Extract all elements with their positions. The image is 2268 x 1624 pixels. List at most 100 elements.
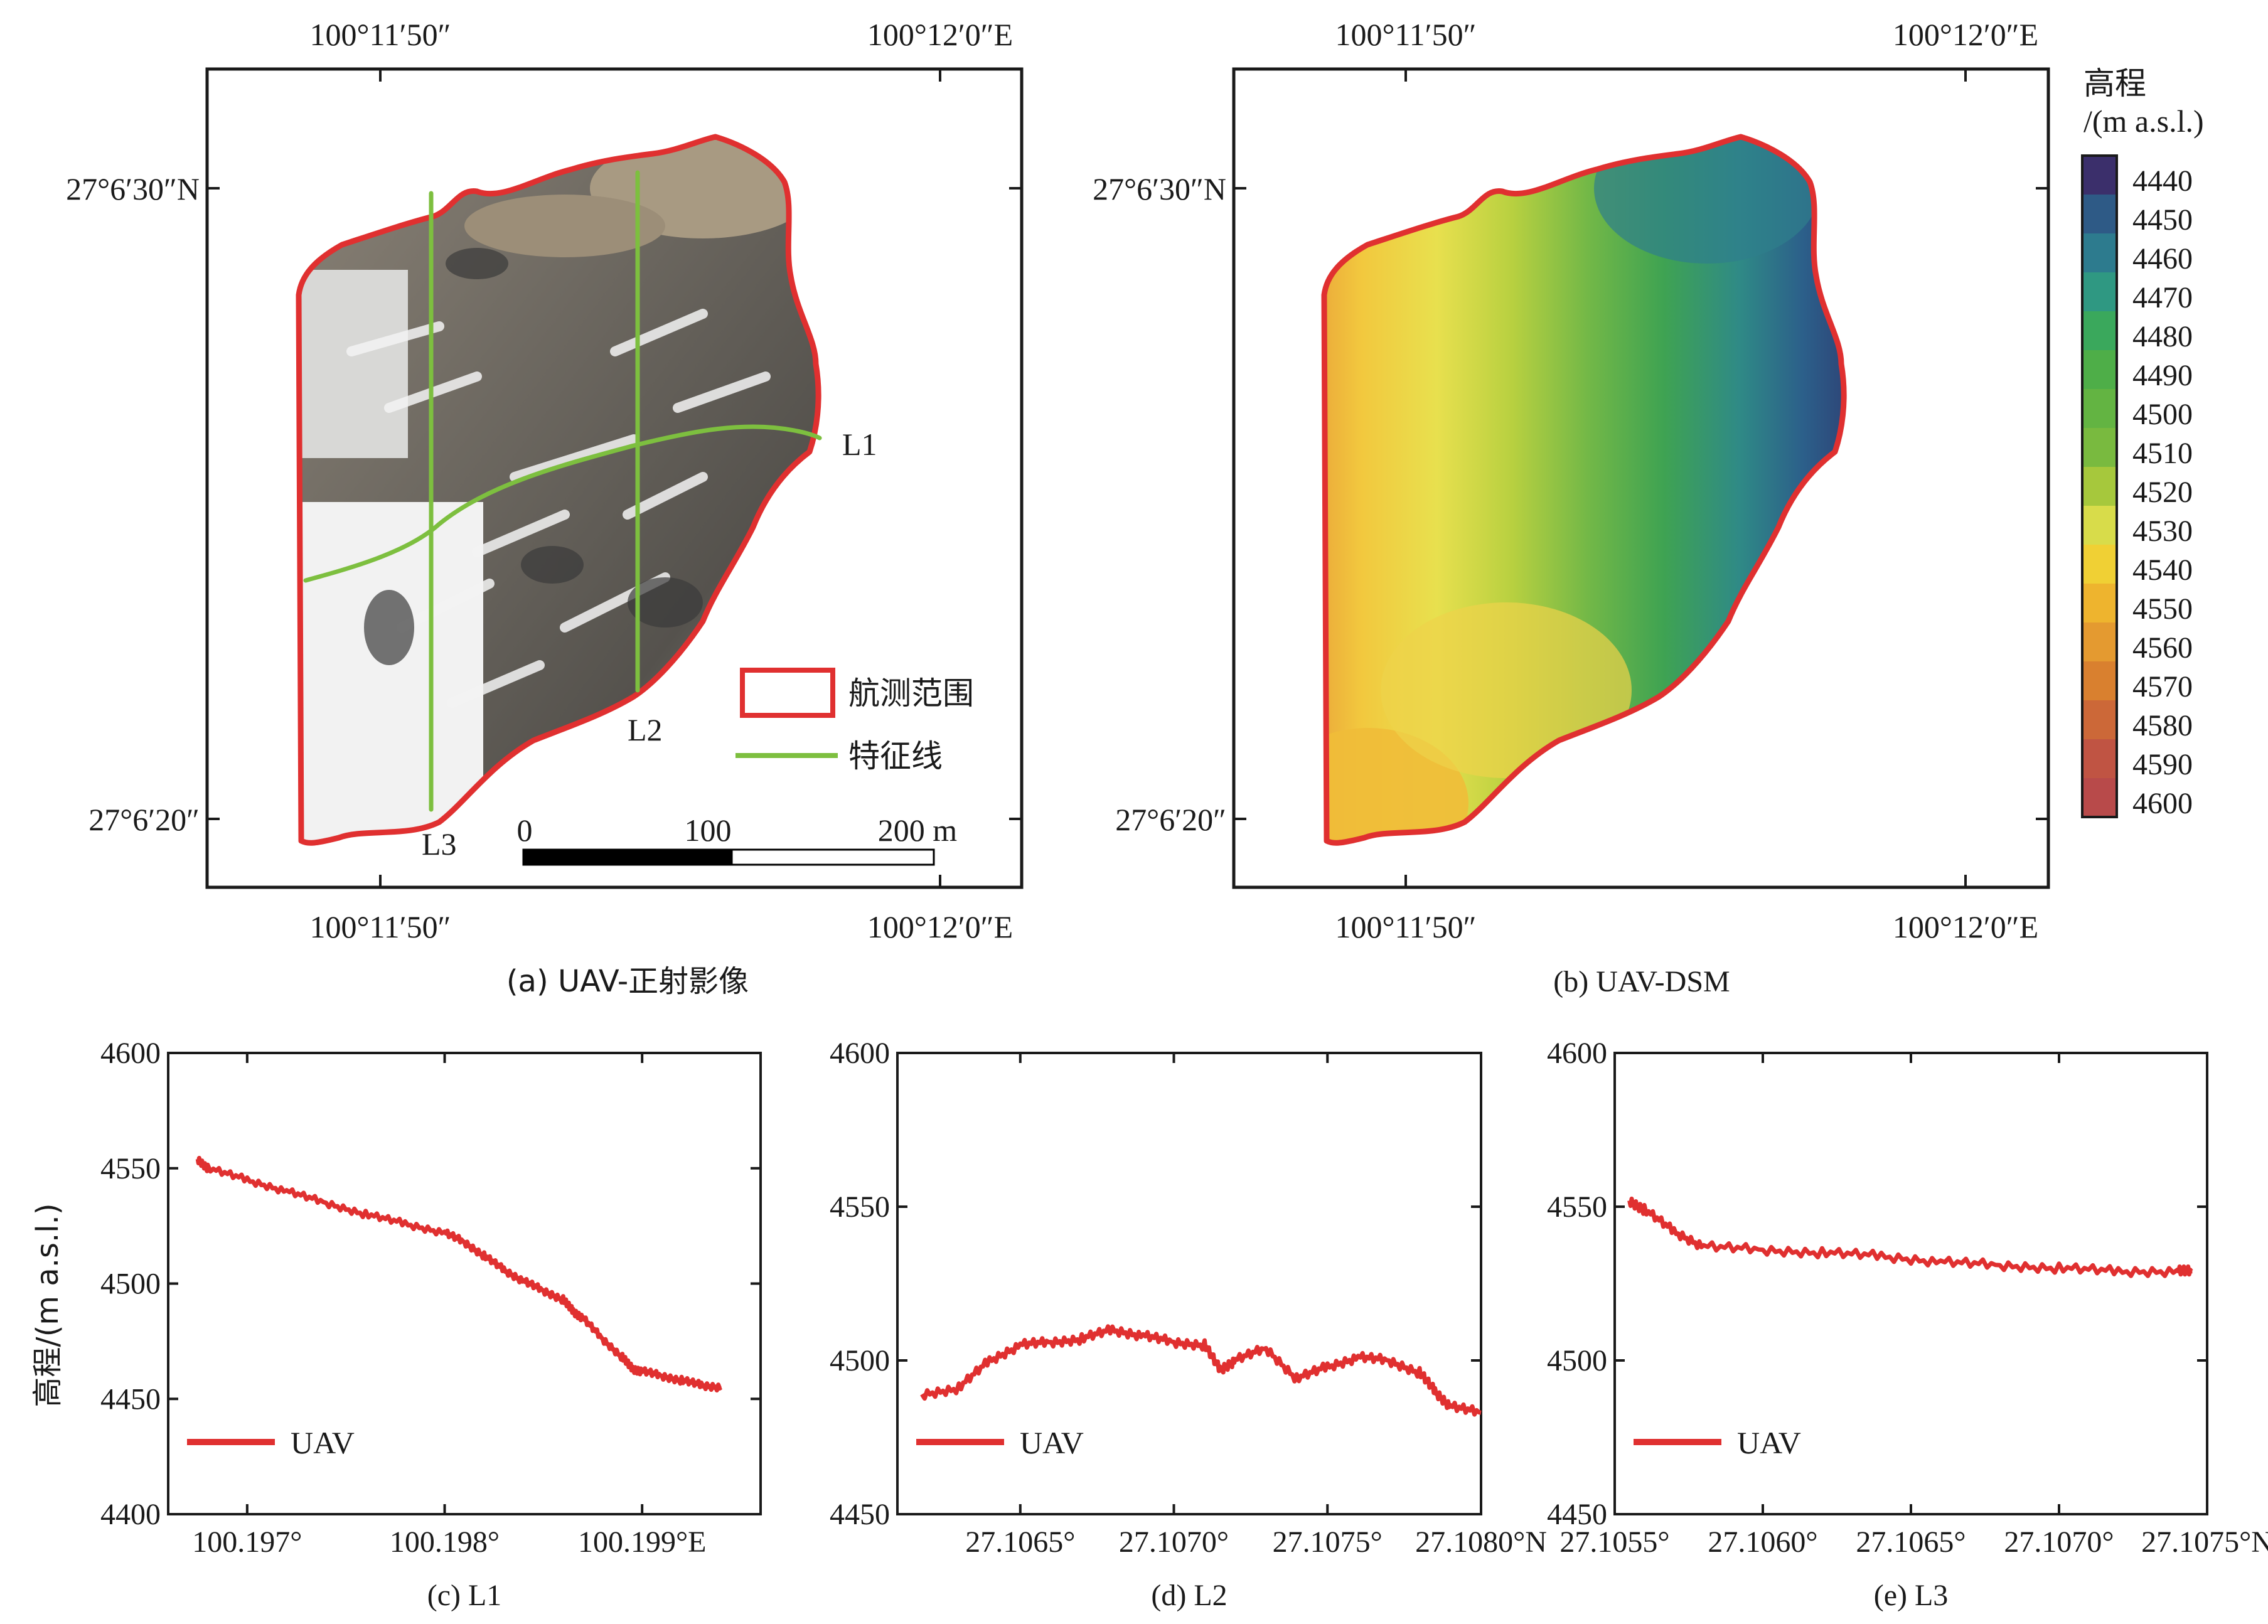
colorbar-swatch [2082,584,2117,622]
line-label-l3: L3 [422,826,457,862]
lat-left-2: 27°6′20″ [88,802,200,837]
colorbar-swatch [2082,272,2117,311]
colorbar-tick-label: 4450 [2132,203,2193,237]
lon-top-1: 100°11′50″ [310,17,451,52]
lon-bottom-2: 100°12′0″E [1893,909,2038,944]
lon-bottom-2: 100°12′0″E [867,909,1013,944]
lat-left-2: 27°6′20″ [1115,802,1226,837]
x-tick-label: 100.197° [192,1525,302,1559]
scale-label-100: 100 [685,813,732,848]
y-tick-label: 4550 [100,1152,161,1185]
lon-top-2: 100°12′0″E [1893,17,2038,52]
feature-lines [303,170,822,812]
x-tick-label: 100.199°E [578,1525,707,1559]
lon-bottom-1: 100°11′50″ [310,909,451,944]
x-tick-label: 27.1070° [1119,1525,1229,1559]
x-tick-label: 27.1080°N [1415,1525,1547,1559]
feature-line-l1 [303,424,822,583]
scale-label-0: 0 [517,813,533,848]
x-tick-label: 27.1075° [1273,1525,1383,1559]
x-tick-label: 27.1060° [1708,1525,1817,1559]
colorbar-tick-label: 4530 [2132,515,2193,548]
line-label-l2: L2 [628,712,663,747]
x-tick-label: 27.1055° [1559,1525,1669,1559]
series-line-uav [1627,1196,2194,1278]
legend-extent-swatch [740,668,835,718]
plot-area [167,1052,762,1515]
line-label-l1: L1 [842,427,877,462]
chart-caption: (e) L3 [1874,1579,1949,1612]
series-line-uav [195,1156,723,1393]
elevation-colorbar: 高程 /(m a.s.l.) 4440 4450 4460 4470 4480 4490 4… [2081,65,2204,820]
chart-caption: (c) L1 [427,1579,502,1612]
colorbar-swatch [2082,545,2117,584]
colorbar-swatch [2082,350,2117,389]
colorbar-swatch [2082,195,2117,233]
y-tick-label: 4500 [830,1344,890,1377]
legend-extent-label: 航测范围 [848,675,974,712]
y-tick-label: 4400 [100,1498,161,1531]
colorbar-tick-label: 4510 [2132,437,2193,470]
colorbar-title: 高程 [2083,65,2146,102]
colorbar-tick-label: 4570 [2132,670,2193,703]
lat-left-1: 27°6′30″N [66,171,200,206]
colorbar-swatch [2082,428,2117,467]
profile-chart-2: 4450 4500 4550 4600 27.1065° 27.1070° 27.1075°… [830,1037,1547,1612]
colorbar-swatch [2082,311,2117,350]
lon-bottom-1: 100°11′50″ [1335,909,1477,944]
profile-charts: 4400 4450 4500 4550 4600 100.197° 100.198° 100.… [100,1037,2268,1612]
profile-chart-3: 4450 4500 4550 4600 27.1055° 27.1060° 27.1065°… [1547,1037,2268,1612]
colorbar-tick-label: 4460 [2132,242,2193,275]
colorbar-tick-label: 4560 [2132,631,2193,665]
x-tick-label: 27.1065° [965,1525,1075,1559]
colorbar-tick-label: 4540 [2132,553,2193,587]
x-tick-label: 27.1075°N [2141,1525,2268,1559]
plot-area [1613,1052,2208,1515]
caption-b: (b) UAV-DSM [1553,965,1730,998]
colorbar-tick-label: 4490 [2132,359,2193,392]
survey-boundary [296,134,821,846]
survey-boundary [1321,134,1847,846]
colorbar-swatch [2082,467,2117,506]
chart-caption: (d) L2 [1151,1579,1227,1612]
y-axis-label: 高程/(m a.s.l.) [30,1203,65,1407]
colorbar-tick-label: 4520 [2132,476,2193,509]
colorbar-swatch [2082,233,2117,272]
colorbar-tick-label: 4600 [2132,787,2193,820]
frame-ticks [1234,69,2048,887]
colorbar-tick-label: 4470 [2132,281,2193,314]
legend-label: UAV [1737,1425,1801,1460]
colorbar-swatch [2082,622,2117,661]
y-tick-label: 4550 [830,1190,890,1224]
colorbar-tick-label: 4590 [2132,748,2193,781]
colorbar-unit: /(m a.s.l.) [2083,104,2204,139]
frame-ticks [207,69,1022,887]
y-tick-label: 4500 [100,1268,161,1301]
colorbar-frame [2081,154,2118,818]
x-tick-label: 100.198° [390,1525,500,1559]
legend-line-label: 特征线 [848,738,943,774]
colorbar-swatch [2082,156,2117,195]
legend-label: UAV [1020,1425,1084,1460]
y-tick-label: 4600 [1547,1037,1607,1070]
colorbar-tick-label: 4550 [2132,592,2193,626]
legend-label: UAV [291,1425,355,1460]
colorbar-tick-label: 4580 [2132,709,2193,742]
scale-bar: 0 100 200 m [517,813,957,866]
lon-top-1: 100°11′50″ [1335,17,1477,52]
y-tick-label: 4450 [100,1382,161,1416]
y-tick-label: 4450 [830,1498,890,1531]
x-tick-label: 27.1070° [2004,1525,2114,1559]
colorbar-swatch [2082,389,2117,428]
series-line-uav [920,1324,1482,1417]
colorbar-swatch [2082,661,2117,700]
colorbar-tick-label: 4480 [2132,320,2193,353]
map-panel-orthophoto: L1 L2 L3 航测范围 特征线 0 100 200 m 100°11′50″… [66,17,1024,999]
y-tick-label: 4600 [100,1037,161,1070]
y-tick-label: 4450 [1547,1498,1607,1531]
map-panel-dsm: 100°11′50″ 100°12′0″E 100°11′50″ 100°12′… [1093,17,2204,998]
y-tick-label: 4600 [830,1037,890,1070]
colorbar-tick-label: 4500 [2132,398,2193,431]
y-tick-label: 4500 [1547,1344,1607,1377]
